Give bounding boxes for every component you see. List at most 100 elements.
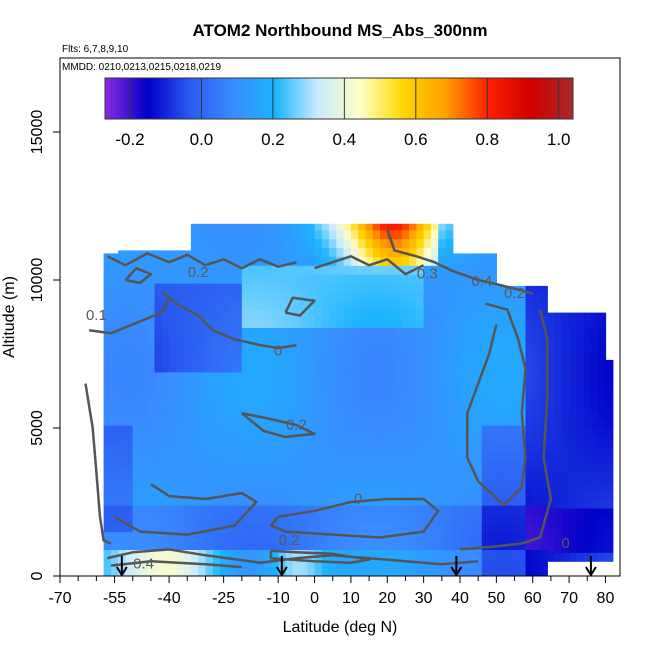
- heatmap-cell: [358, 478, 367, 488]
- heatmap-cell: [190, 442, 199, 453]
- heatmap-cell: [547, 312, 556, 323]
- heatmap-cell: [292, 283, 301, 293]
- heatmap-cell: [220, 247, 228, 257]
- heatmap-cell: [190, 256, 199, 266]
- heatmap-cell: [198, 496, 207, 506]
- heatmap-cell: [140, 487, 148, 497]
- heatmap-cell: [321, 416, 330, 426]
- heatmap-cell: [103, 256, 112, 266]
- heatmap-cell: [343, 283, 352, 293]
- heatmap-cell: [547, 339, 556, 349]
- heatmap-cell: [590, 525, 599, 536]
- heatmap-cell: [598, 454, 607, 465]
- heatmap-cell: [329, 567, 337, 576]
- heatmap-cell: [576, 401, 585, 411]
- heatmap-cell: [474, 531, 483, 542]
- heatmap-cell: [569, 330, 577, 340]
- heatmap-cell: [540, 496, 548, 506]
- heatmap-cell: [380, 354, 388, 364]
- heatmap-cell: [205, 291, 214, 302]
- x-tick-label: 0: [310, 590, 319, 607]
- heatmap-cell: [358, 398, 367, 408]
- heatmap-cell: [176, 425, 185, 435]
- heatmap-cell: [241, 451, 250, 462]
- heatmap-cell: [350, 229, 359, 240]
- heatmap-cell: [467, 283, 476, 293]
- heatmap-cell: [300, 442, 308, 453]
- heatmap-cell: [220, 416, 228, 426]
- heatmap-cell: [241, 487, 250, 497]
- heatmap-cell: [307, 247, 316, 257]
- heatmap-cell: [547, 454, 556, 465]
- heatmap-cell: [205, 567, 214, 576]
- heatmap-cell: [416, 513, 425, 524]
- heatmap-cell: [401, 540, 410, 550]
- heatmap-cell: [372, 291, 381, 302]
- heatmap-cell: [234, 274, 243, 284]
- heatmap-cell: [125, 389, 134, 399]
- heatmap-cell: [532, 300, 541, 311]
- heatmap-cell: [321, 300, 330, 311]
- heatmap-cell: [590, 436, 599, 447]
- x-tick-label: 30: [415, 590, 433, 607]
- heatmap-cell: [496, 309, 505, 320]
- heatmap-cell: [525, 416, 534, 426]
- heatmap-cell: [503, 300, 512, 311]
- heatmap-cell: [307, 505, 316, 515]
- heatmap-cell: [278, 283, 287, 293]
- contour-line: [107, 548, 479, 566]
- heatmap-cell: [547, 428, 556, 438]
- heatmap-cell: [350, 318, 359, 328]
- heatmap-cell: [372, 371, 381, 382]
- heatmap-cell: [249, 460, 257, 471]
- heatmap-cell: [554, 428, 563, 438]
- heatmap-cell: [343, 487, 352, 497]
- heatmap-cell: [140, 425, 148, 435]
- heatmap-cell: [503, 531, 512, 542]
- heatmap-cell: [278, 291, 287, 302]
- contour-line: [386, 229, 534, 295]
- heatmap-cell: [263, 398, 272, 408]
- heatmap-cell: [445, 407, 454, 417]
- heatmap-cell: [125, 371, 134, 382]
- heatmap-cell: [547, 534, 556, 545]
- heatmap-cell: [249, 371, 257, 382]
- heatmap-cell: [358, 274, 367, 284]
- heatmap-cell: [365, 229, 374, 240]
- heatmap-cell: [256, 398, 265, 408]
- heatmap-cell: [445, 478, 454, 488]
- heatmap-cell: [438, 549, 447, 559]
- heatmap-cell: [169, 442, 177, 453]
- heatmap-cell: [481, 389, 490, 399]
- heatmap-cell: [249, 469, 257, 479]
- heatmap-cell: [605, 507, 614, 518]
- heatmap-cell: [350, 487, 359, 497]
- heatmap-cell: [590, 472, 599, 482]
- heatmap-cell: [300, 540, 308, 550]
- heatmap-cell: [125, 460, 134, 471]
- heatmap-cell: [525, 451, 534, 462]
- heatmap-cell: [489, 274, 497, 284]
- heatmap-cell: [423, 416, 432, 426]
- heatmap-cell: [140, 309, 148, 320]
- heatmap-cell: [110, 291, 119, 302]
- x-tick-label: 40: [451, 590, 469, 607]
- heatmap-cell: [161, 274, 170, 284]
- heatmap-cell: [169, 505, 177, 515]
- heatmap-cell: [147, 487, 156, 497]
- heatmap-cell: [525, 327, 534, 337]
- heatmap-cell: [278, 478, 287, 488]
- heatmap-cell: [430, 416, 439, 426]
- heatmap-cell: [525, 513, 534, 524]
- heatmap-cell: [336, 318, 345, 328]
- heatmap-cell: [518, 540, 527, 550]
- heatmap-cell: [169, 389, 177, 399]
- heatmap-cell: [416, 522, 425, 533]
- heatmap-cell: [212, 531, 221, 542]
- heatmap-cell: [256, 380, 265, 391]
- colorbar-tick-label: 0.0: [190, 130, 214, 149]
- heatmap-cell: [394, 433, 403, 444]
- heatmap-cell: [503, 425, 512, 435]
- heatmap-cell: [132, 398, 141, 408]
- heatmap-cell: [307, 362, 316, 373]
